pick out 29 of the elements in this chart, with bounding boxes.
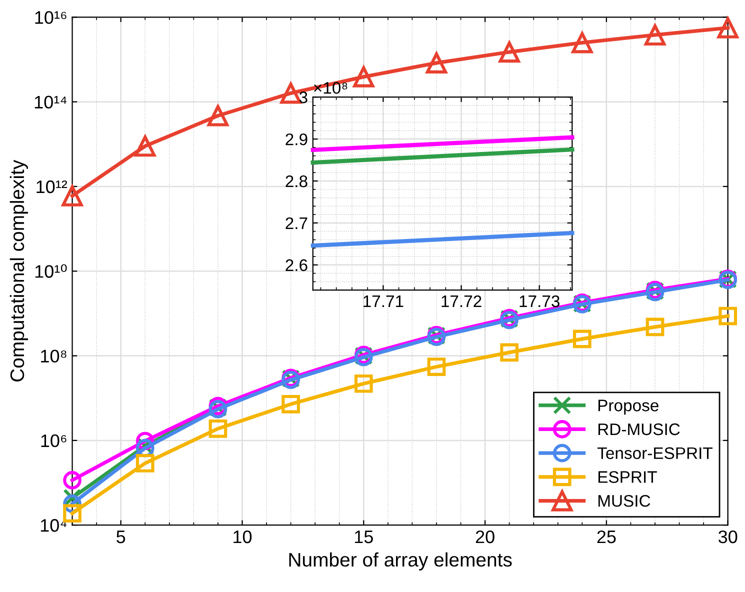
y-tick-label: 10¹⁰ <box>35 264 67 278</box>
x-tick-label: 17.73 <box>520 295 560 308</box>
y-tick-label: 10¹⁴ <box>34 96 67 109</box>
y-tick-label: 2.7 <box>286 217 308 229</box>
x-tick-label: 30 <box>718 530 738 544</box>
y-tick-label: 2.9 <box>286 133 308 146</box>
x-tick-label: 15 <box>354 530 373 544</box>
annotation: ×10⁸ <box>314 82 348 94</box>
x-tick-label: 25 <box>597 530 616 544</box>
y-tick-label: 2.8 <box>286 175 308 188</box>
x-tick-label: 17.71 <box>364 296 404 308</box>
legend-label: MUSIC <box>598 495 650 507</box>
y-tick-label: 10¹⁶ <box>35 11 66 24</box>
y-axis-title: Computational complexity <box>10 160 28 382</box>
x-tick-label: 20 <box>476 530 494 544</box>
y-tick-label: 10⁸ <box>41 350 66 363</box>
y-tick-label: 10⁴ <box>40 519 67 532</box>
x-axis-title: Number of array elements <box>289 552 512 570</box>
x-tick-label: 17.72 <box>442 295 482 308</box>
x-tick-label: 5 <box>116 530 126 544</box>
y-tick-label: 10¹² <box>36 180 68 194</box>
legend-label: RD-MUSIC <box>598 423 680 436</box>
y-tick-label: 3 <box>299 91 308 104</box>
legend-label: Propose <box>598 400 658 415</box>
legend-label: Tensor-ESPRIT <box>597 447 712 460</box>
x-tick-label: 10 <box>234 530 252 544</box>
y-tick-label: 10⁶ <box>41 434 66 448</box>
y-tick-label: 2.6 <box>286 259 308 272</box>
legend-label: ESPRIT <box>598 471 657 483</box>
